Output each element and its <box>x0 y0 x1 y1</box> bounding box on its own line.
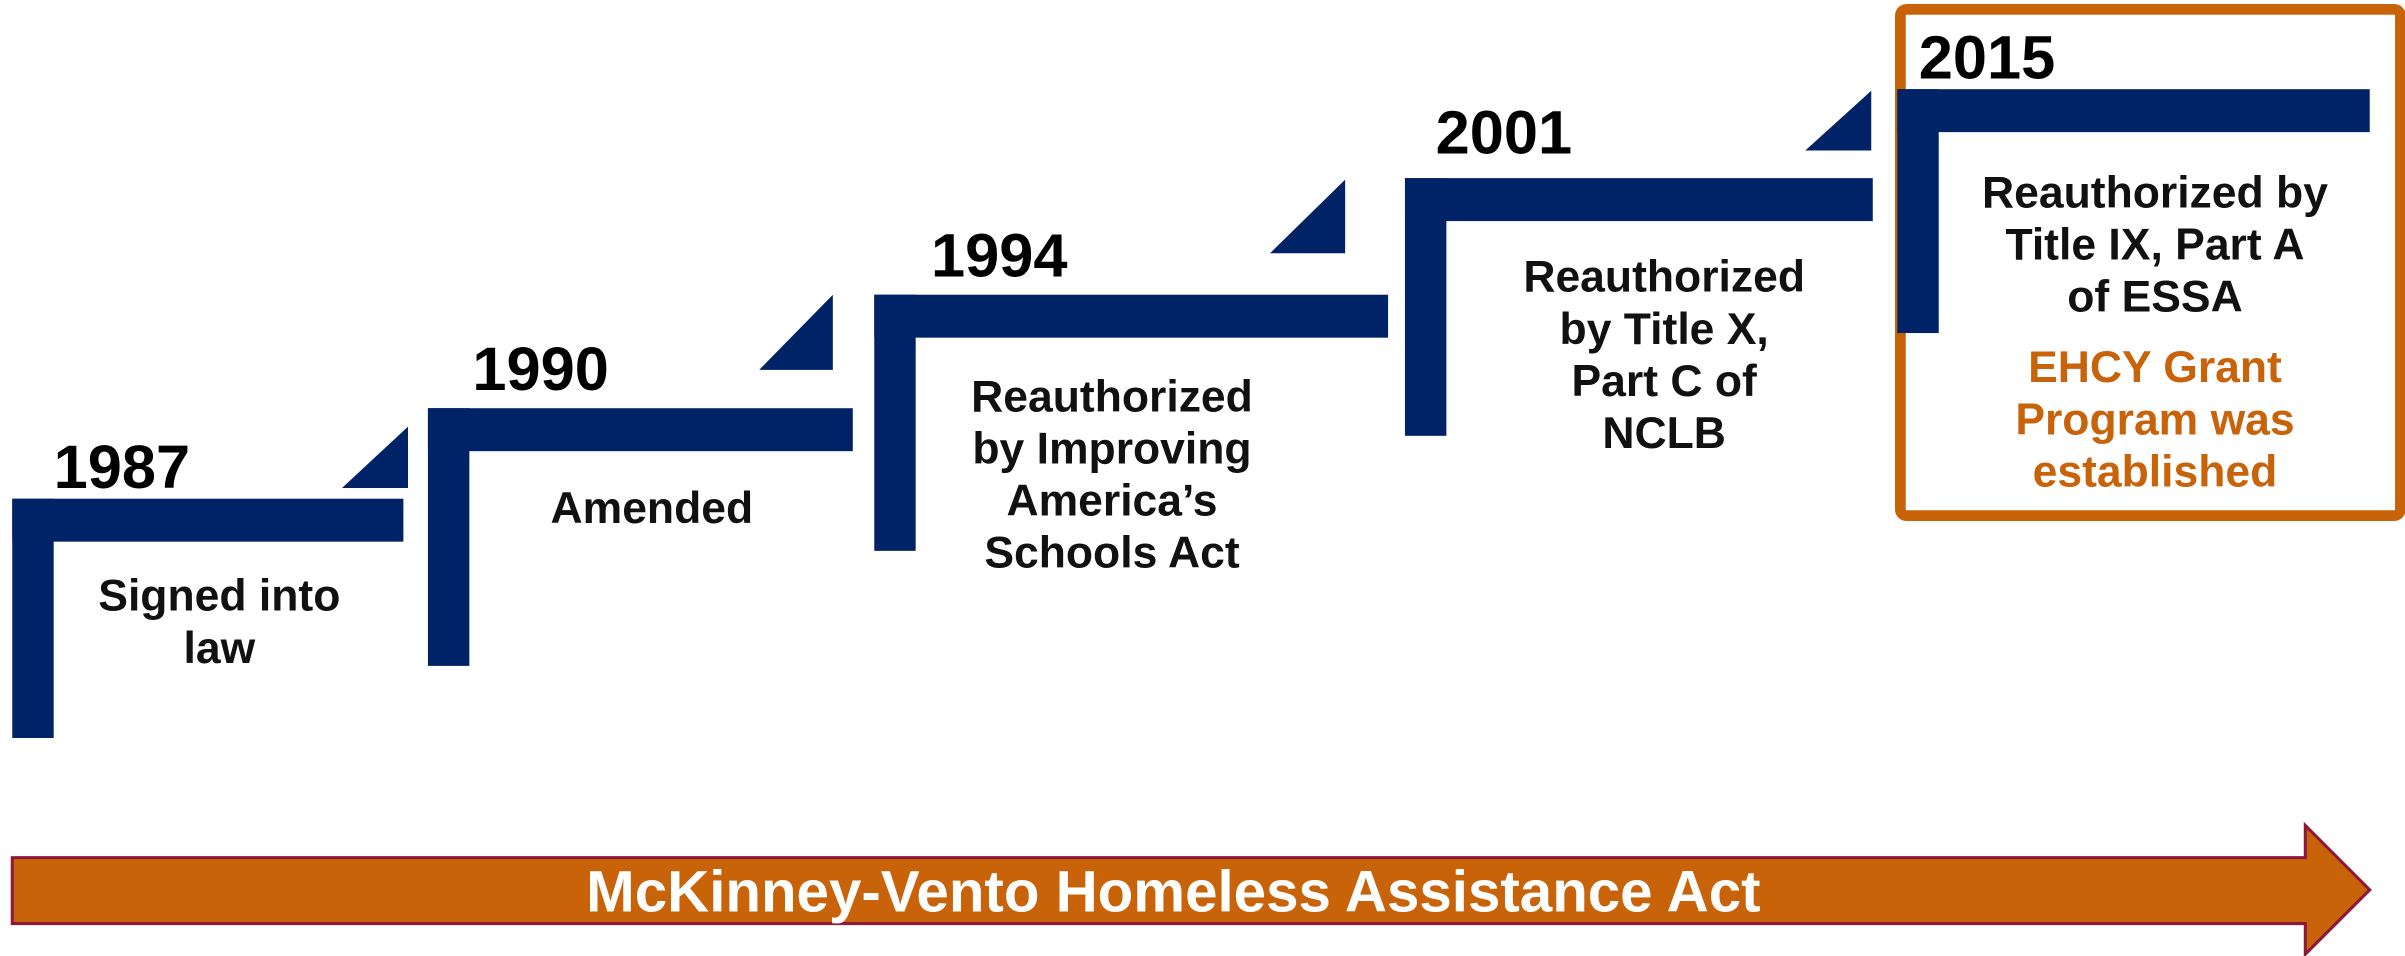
year: 2001 <box>1436 99 1572 168</box>
arrow <box>10 821 2372 956</box>
description: Schools Act <box>984 529 1240 578</box>
year: 1987 <box>54 433 190 502</box>
note: EHCY Grant <box>2028 343 2282 392</box>
step-triangle <box>1805 90 1872 151</box>
step-horizontal <box>12 498 404 542</box>
description: Title IX, Part A <box>2005 220 2304 269</box>
year: 1994 <box>931 221 1067 290</box>
step-triangle <box>342 426 408 488</box>
description: by Improving <box>972 424 1251 473</box>
step-triangle <box>759 294 833 370</box>
step-horizontal <box>1897 89 2370 133</box>
description: Reauthorized <box>971 372 1253 421</box>
description: America’s <box>1007 477 1218 526</box>
description: Part C of <box>1572 357 1757 406</box>
description: Reauthorized by <box>1982 168 2328 217</box>
description: of ESSA <box>2067 273 2242 322</box>
description: Amended <box>551 484 754 533</box>
note: established <box>2033 447 2278 496</box>
description: Reauthorized <box>1523 253 1805 302</box>
description: by Title X, <box>1560 305 1769 354</box>
arrow-label: McKinney-Vento Homeless Assistance Act <box>586 859 1760 924</box>
step-triangle <box>1269 179 1346 254</box>
description: NCLB <box>1602 409 1726 458</box>
description: Signed into <box>98 572 340 621</box>
step-vertical <box>427 408 470 666</box>
step-horizontal <box>1404 178 1873 222</box>
step-horizontal <box>874 294 1389 338</box>
step-horizontal <box>427 408 853 452</box>
note: Program was <box>2015 395 2294 444</box>
year: 2015 <box>1919 23 2055 92</box>
year: 1990 <box>472 335 608 404</box>
description: law <box>183 624 255 673</box>
